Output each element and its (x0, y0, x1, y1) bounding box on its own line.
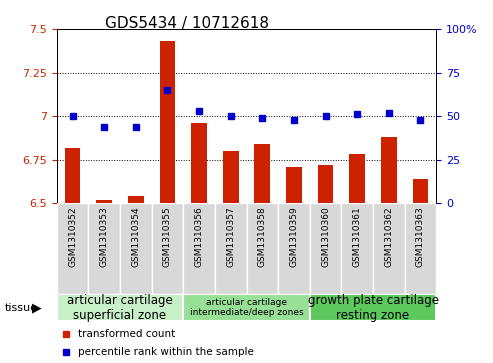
Bar (223, 151, 239, 203)
Text: GSM1310354: GSM1310354 (131, 206, 141, 267)
Text: GSM1310363: GSM1310363 (416, 206, 425, 267)
Text: GSM1310356: GSM1310356 (195, 206, 204, 267)
Bar (381, 137, 397, 203)
Bar (215, 203, 246, 294)
Text: GSM1310361: GSM1310361 (352, 206, 362, 267)
Bar (120, 203, 152, 294)
Bar (183, 294, 310, 321)
Text: GSM1310355: GSM1310355 (163, 206, 172, 267)
Text: ▶: ▶ (32, 301, 42, 314)
Text: articular cartilage
intermediate/deep zones: articular cartilage intermediate/deep zo… (190, 298, 303, 317)
Bar (183, 203, 215, 294)
Text: articular cartilage
superficial zone: articular cartilage superficial zone (67, 294, 173, 322)
Bar (350, 155, 365, 203)
Bar (278, 203, 310, 294)
Bar (191, 123, 207, 203)
Bar (128, 196, 143, 203)
Text: GSM1310352: GSM1310352 (68, 206, 77, 267)
Text: GSM1310358: GSM1310358 (258, 206, 267, 267)
Text: percentile rank within the sample: percentile rank within the sample (77, 347, 253, 357)
Bar (160, 41, 176, 203)
Bar (65, 147, 80, 203)
Bar (373, 203, 405, 294)
Bar (317, 165, 333, 203)
Bar (413, 179, 428, 203)
Bar (88, 203, 120, 294)
Bar (286, 167, 302, 203)
Bar (405, 203, 436, 294)
Text: transformed count: transformed count (77, 329, 175, 339)
Bar (341, 203, 373, 294)
Text: growth plate cartilage
resting zone: growth plate cartilage resting zone (308, 294, 439, 322)
Text: GSM1310359: GSM1310359 (289, 206, 298, 267)
Text: GSM1310357: GSM1310357 (226, 206, 235, 267)
Bar (96, 200, 112, 203)
Text: GSM1310362: GSM1310362 (385, 206, 393, 267)
Text: tissue: tissue (5, 303, 38, 313)
Text: GDS5434 / 10712618: GDS5434 / 10712618 (106, 16, 269, 31)
Bar (57, 203, 88, 294)
Bar (246, 203, 278, 294)
Bar (152, 203, 183, 294)
Bar (310, 203, 341, 294)
Text: GSM1310353: GSM1310353 (100, 206, 108, 267)
Bar (57, 294, 183, 321)
Bar (310, 294, 436, 321)
Bar (254, 144, 270, 203)
Text: GSM1310360: GSM1310360 (321, 206, 330, 267)
